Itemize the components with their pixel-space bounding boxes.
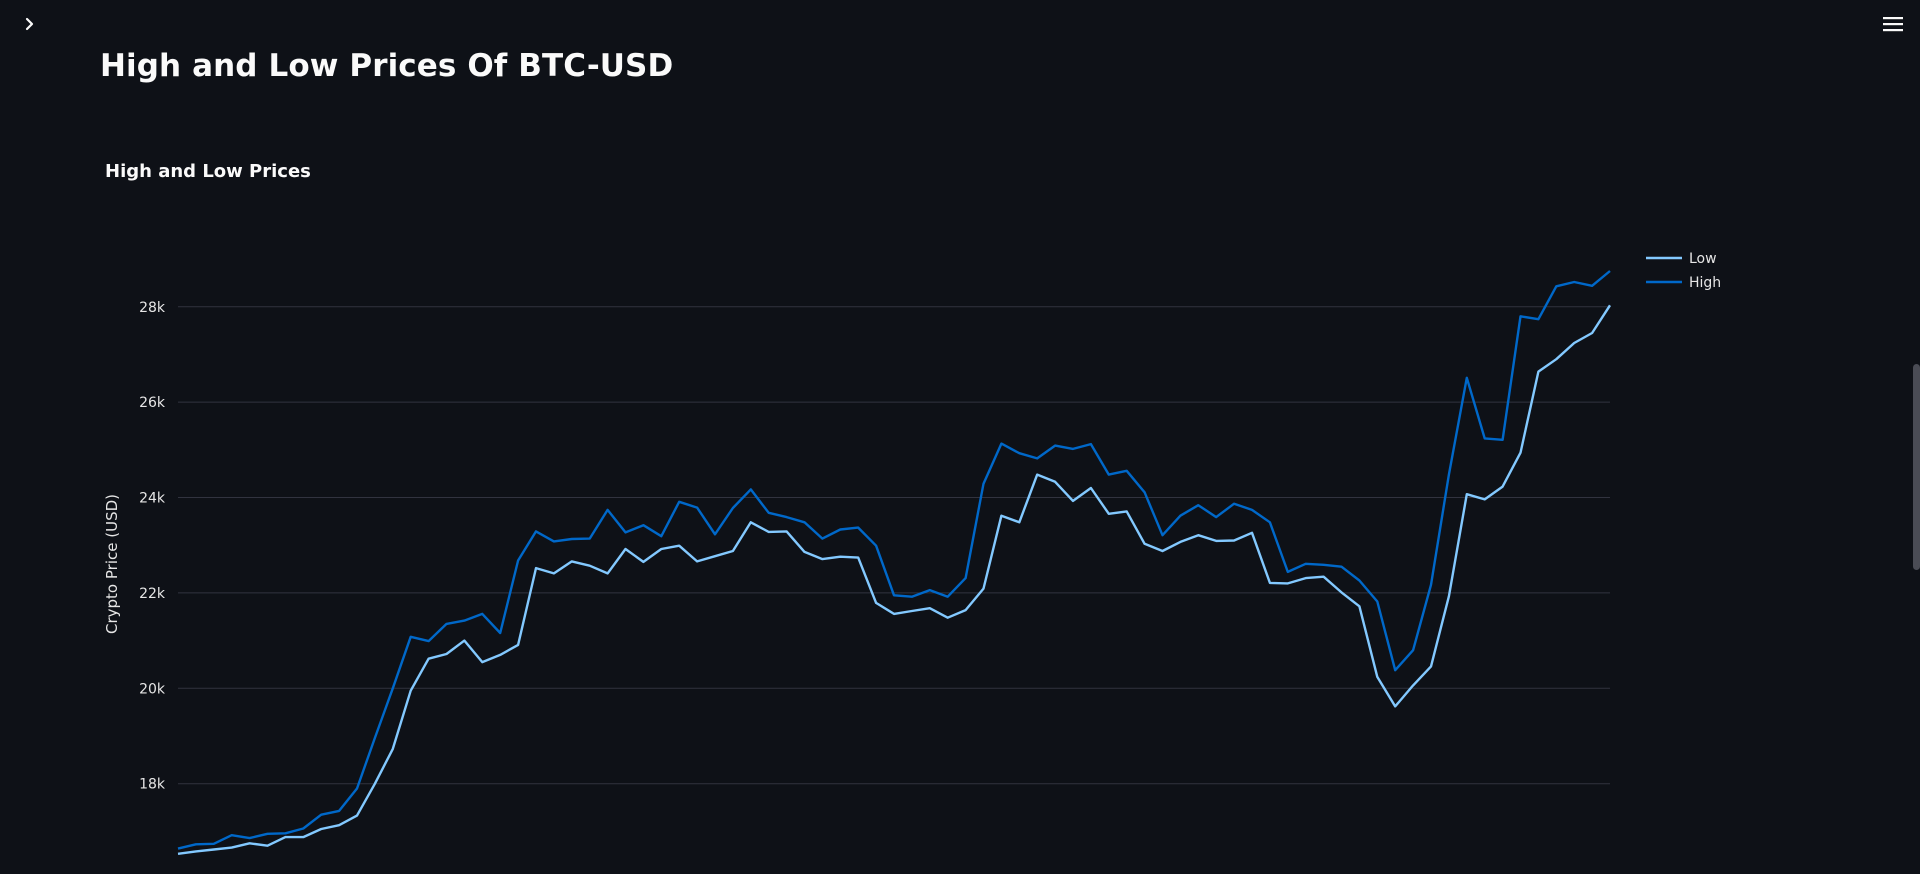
vertical-scrollbar[interactable] — [1913, 364, 1920, 570]
sidebar-toggle-button[interactable] — [18, 12, 42, 36]
legend-item-high[interactable]: High — [1646, 275, 1721, 291]
chevron-right-icon — [25, 17, 34, 31]
grid-lines — [178, 306, 1610, 785]
y-axis-label: Crypto Price (USD) — [103, 494, 121, 634]
y-tick-label: 20k — [139, 681, 166, 697]
y-tick-label: 26k — [139, 395, 166, 411]
legend-item-low[interactable]: Low — [1646, 251, 1717, 267]
series-line-high — [177, 270, 1611, 850]
legend-label: High — [1689, 275, 1721, 291]
y-axis-ticks: 18k 20k 22k 24k 26k 28k — [139, 300, 166, 793]
series-lines — [177, 270, 1612, 855]
y-tick-label: 24k — [139, 491, 166, 507]
legend[interactable]: Low High — [1646, 251, 1721, 291]
y-tick-label: 18k — [139, 777, 166, 793]
y-tick-label: 22k — [139, 586, 166, 602]
hamburger-menu-icon — [1883, 17, 1903, 32]
page-title: High and Low Prices Of BTC-USD — [100, 48, 674, 84]
legend-label: Low — [1689, 251, 1717, 267]
main-menu-button[interactable] — [1880, 12, 1906, 36]
series-line-low — [177, 304, 1612, 855]
y-tick-label: 28k — [139, 300, 166, 316]
chart-title: High and Low Prices — [105, 161, 311, 182]
